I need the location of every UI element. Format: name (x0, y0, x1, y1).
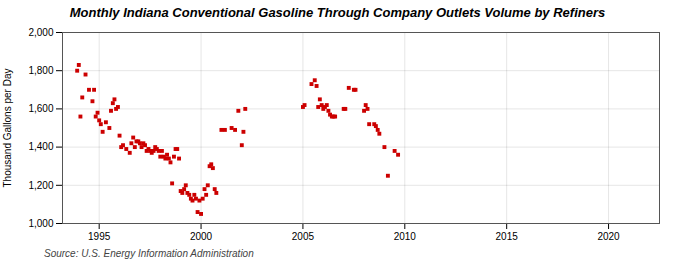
svg-text:1,000: 1,000 (28, 218, 53, 229)
svg-text:2,000: 2,000 (28, 27, 53, 38)
svg-text:1995: 1995 (88, 231, 111, 242)
svg-text:Thousand Gallons per Day: Thousand Gallons per Day (2, 69, 13, 188)
svg-text:1,800: 1,800 (28, 65, 53, 76)
svg-text:1,200: 1,200 (28, 180, 53, 191)
svg-text:1,600: 1,600 (28, 103, 53, 114)
svg-text:2000: 2000 (190, 231, 213, 242)
svg-text:2020: 2020 (597, 231, 620, 242)
svg-text:2005: 2005 (292, 231, 315, 242)
svg-text:1,400: 1,400 (28, 141, 53, 152)
svg-text:2010: 2010 (394, 231, 417, 242)
html-text:Source: U.S. Energy Informatio: Source: U.S. Energy Information Administ… (44, 248, 254, 259)
html-text:Monthly Indiana Conventional G: Monthly Indiana Conventional Gasoline Th… (69, 5, 606, 20)
svg-text:2015: 2015 (496, 231, 519, 242)
